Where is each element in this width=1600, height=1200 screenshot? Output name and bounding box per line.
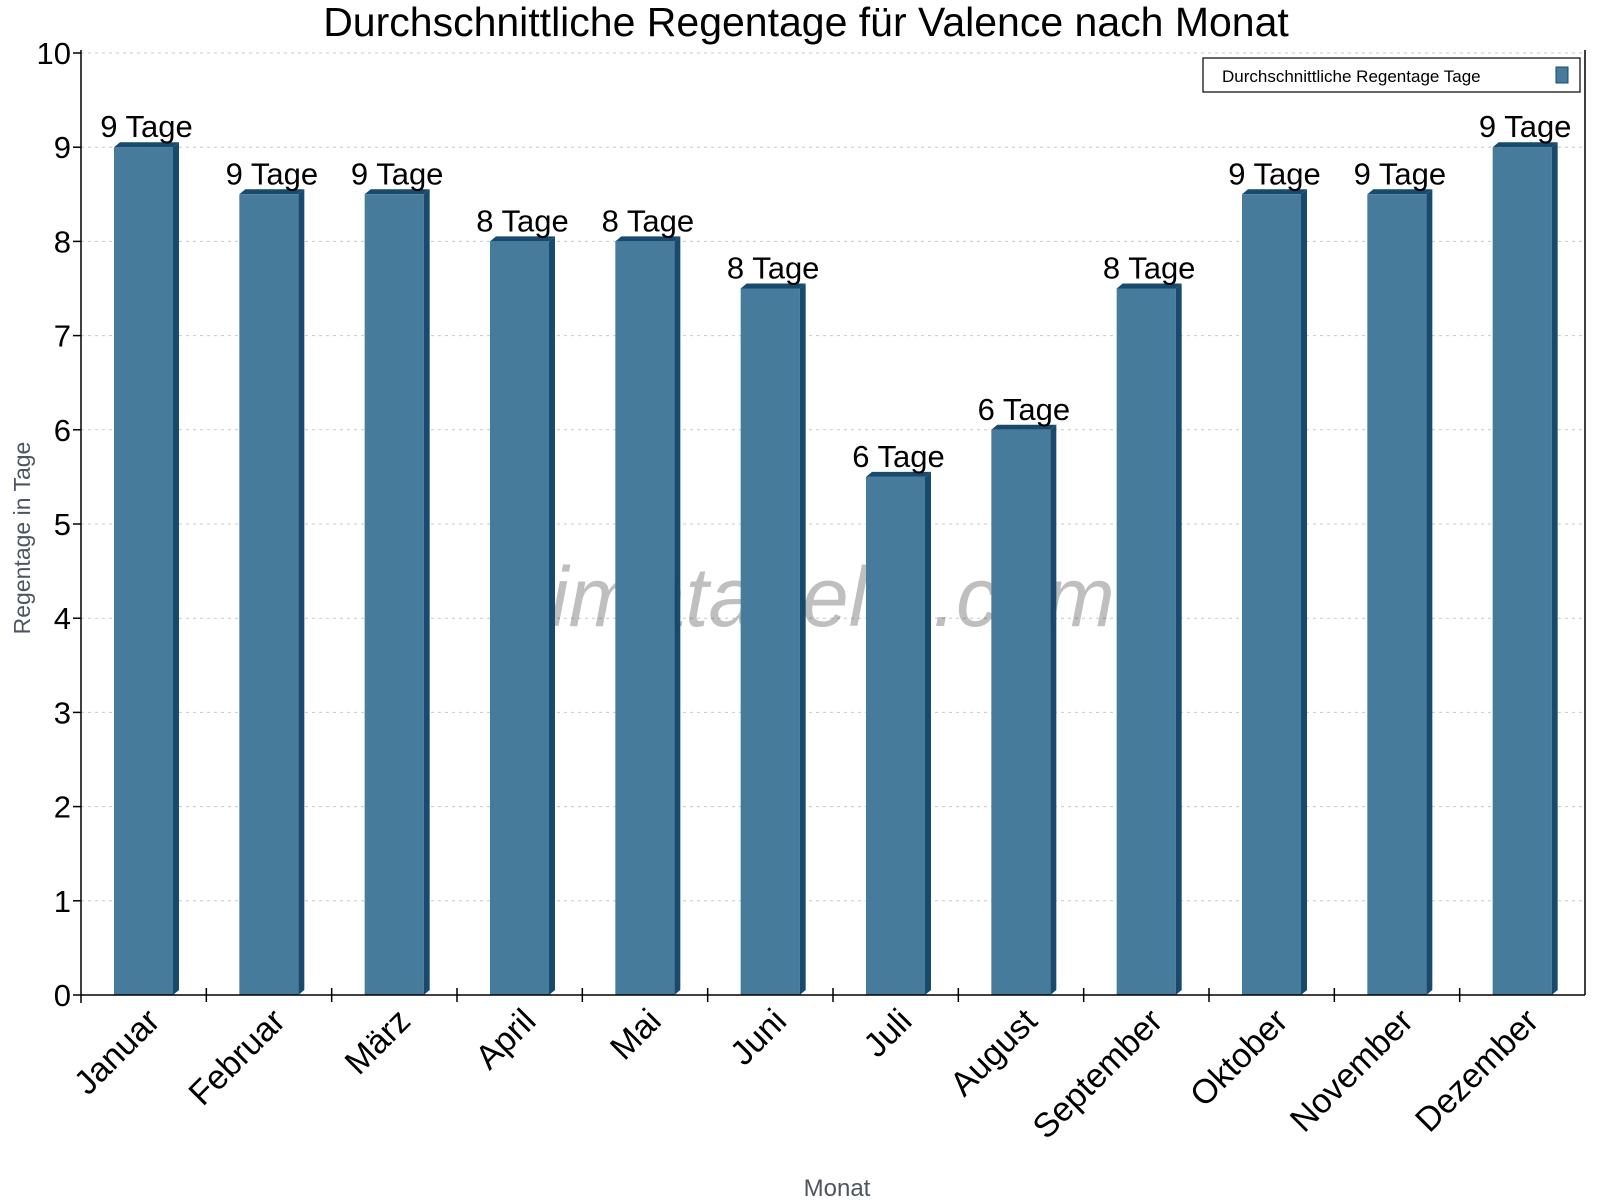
data-label: 6 Tage xyxy=(852,439,945,474)
x-tick-label: März xyxy=(338,1002,418,1082)
legend-box xyxy=(1202,57,1581,93)
bar-side xyxy=(674,236,681,995)
x-tick-label: Dezember xyxy=(1408,1002,1546,1140)
x-tick-label: November xyxy=(1283,1002,1421,1140)
y-axis-label: Regentage in Tage xyxy=(9,442,35,635)
data-label: 9 Tage xyxy=(100,109,193,144)
legend-label: Durchschnittliche Regentage Tage xyxy=(1222,67,1481,86)
x-tick-label: Juni xyxy=(723,1002,794,1073)
x-tick-label: September xyxy=(1026,1002,1170,1146)
bar-top xyxy=(364,189,430,195)
y-tick-label: 1 xyxy=(54,884,71,919)
bar xyxy=(1116,288,1176,995)
bar-side xyxy=(799,283,806,995)
bar-side xyxy=(1426,189,1433,996)
x-tick-label: April xyxy=(468,1002,543,1077)
y-tick-label: 10 xyxy=(37,36,71,71)
bar xyxy=(615,241,675,995)
bar xyxy=(991,429,1051,995)
bar-side xyxy=(1301,189,1307,996)
bar-top xyxy=(1492,142,1558,148)
data-label: 8 Tage xyxy=(1103,251,1196,286)
x-tick-label: Januar xyxy=(67,1002,167,1102)
y-tick-labels: 0 1 2 3 4 5 6 7 8 9 10 xyxy=(37,36,71,1013)
bar-side xyxy=(423,189,430,996)
bar-side xyxy=(173,142,179,995)
bar xyxy=(1492,147,1552,995)
x-tick-label: Juli xyxy=(856,1002,919,1065)
data-label: 8 Tage xyxy=(476,203,569,238)
data-label: 9 Tage xyxy=(1354,156,1447,191)
bar-top xyxy=(740,283,806,289)
bar xyxy=(1242,194,1301,996)
y-tick-label: 4 xyxy=(54,601,71,636)
data-label: 9 Tage xyxy=(351,156,444,191)
data-label: 9 Tage xyxy=(226,156,319,191)
bar-top xyxy=(239,189,305,195)
bar-side xyxy=(1175,283,1182,995)
x-tick-label: August xyxy=(943,1001,1045,1103)
gridlines xyxy=(81,52,1585,902)
bar-top xyxy=(991,424,1057,430)
bar xyxy=(114,147,173,995)
x-tick-label: Oktober xyxy=(1183,1002,1295,1114)
bars: 9 Tage 9 Tage 9 Tage 8 Tage 8 Tage 8 Tage 6 Ta… xyxy=(100,109,1572,996)
bar xyxy=(740,288,800,995)
data-label: 6 Tage xyxy=(978,392,1071,427)
bar-top xyxy=(1116,283,1182,289)
legend-swatch xyxy=(1555,66,1569,84)
bar-side xyxy=(1551,142,1558,995)
y-tick-label: 7 xyxy=(54,319,71,354)
bar-side xyxy=(298,189,305,996)
bar xyxy=(1367,194,1427,996)
bar xyxy=(239,194,299,996)
bar-top xyxy=(866,471,931,477)
chart-title: Durchschnittliche Regentage für Valence … xyxy=(323,0,1289,45)
axes xyxy=(73,50,1586,1003)
bar-top xyxy=(1242,189,1307,195)
y-tick-label: 9 xyxy=(54,130,71,165)
data-label: 8 Tage xyxy=(727,251,820,286)
bar xyxy=(364,194,424,996)
x-axis-label: Monat xyxy=(804,1175,871,1200)
x-tick-label: Februar xyxy=(182,1002,293,1113)
bar-side xyxy=(925,471,931,995)
y-tick-label: 3 xyxy=(54,695,71,730)
data-label: 9 Tage xyxy=(1479,109,1572,144)
data-label: 8 Tage xyxy=(602,203,695,238)
x-tick-labels: Januar Februar März April Mai Juni Juli AugustS… xyxy=(67,1001,1546,1146)
y-tick-label: 5 xyxy=(54,507,71,542)
y-tick-label: 2 xyxy=(54,790,71,825)
y-tick-label: 8 xyxy=(54,224,71,259)
bar xyxy=(490,241,549,995)
data-label: 9 Tage xyxy=(1228,156,1321,191)
bar-side xyxy=(1050,424,1057,995)
legend: Durchschnittliche Regentage Tage xyxy=(1202,57,1581,93)
bar-side xyxy=(549,236,555,995)
bar-top xyxy=(615,236,681,242)
x-tick-label: Mai xyxy=(603,1002,669,1068)
bar-top xyxy=(1367,189,1433,195)
bar-top xyxy=(490,236,555,242)
bar xyxy=(866,476,925,995)
y-tick-label: 6 xyxy=(54,413,71,448)
bar-top xyxy=(114,142,179,148)
y-tick-label: 0 xyxy=(54,978,71,1013)
